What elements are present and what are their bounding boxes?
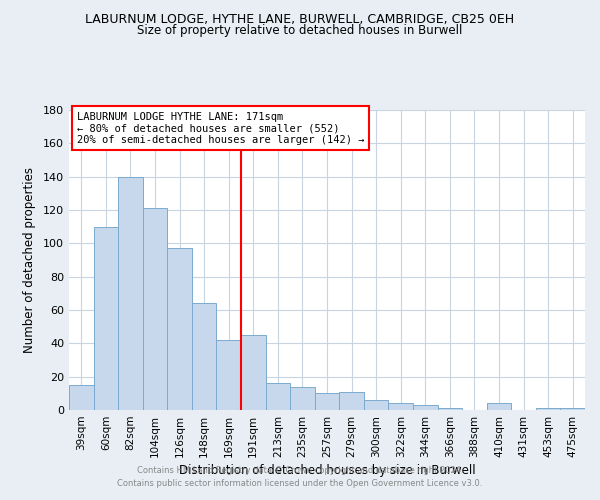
- Bar: [94, 226, 118, 410]
- Bar: [315, 394, 339, 410]
- Bar: [339, 392, 364, 410]
- Bar: [266, 384, 290, 410]
- Bar: [560, 408, 585, 410]
- Bar: [437, 408, 462, 410]
- Bar: [388, 404, 413, 410]
- Bar: [487, 404, 511, 410]
- Bar: [290, 386, 315, 410]
- X-axis label: Distribution of detached houses by size in Burwell: Distribution of detached houses by size …: [179, 464, 475, 477]
- Bar: [217, 340, 241, 410]
- Text: Contains HM Land Registry data © Crown copyright and database right 2024.
Contai: Contains HM Land Registry data © Crown c…: [118, 466, 482, 487]
- Bar: [413, 405, 437, 410]
- Bar: [364, 400, 388, 410]
- Bar: [241, 335, 266, 410]
- Y-axis label: Number of detached properties: Number of detached properties: [23, 167, 36, 353]
- Bar: [118, 176, 143, 410]
- Bar: [143, 208, 167, 410]
- Bar: [69, 385, 94, 410]
- Text: LABURNUM LODGE HYTHE LANE: 171sqm
← 80% of detached houses are smaller (552)
20%: LABURNUM LODGE HYTHE LANE: 171sqm ← 80% …: [77, 112, 364, 144]
- Bar: [167, 248, 192, 410]
- Bar: [192, 304, 217, 410]
- Text: Size of property relative to detached houses in Burwell: Size of property relative to detached ho…: [137, 24, 463, 37]
- Text: LABURNUM LODGE, HYTHE LANE, BURWELL, CAMBRIDGE, CB25 0EH: LABURNUM LODGE, HYTHE LANE, BURWELL, CAM…: [85, 12, 515, 26]
- Bar: [536, 408, 560, 410]
